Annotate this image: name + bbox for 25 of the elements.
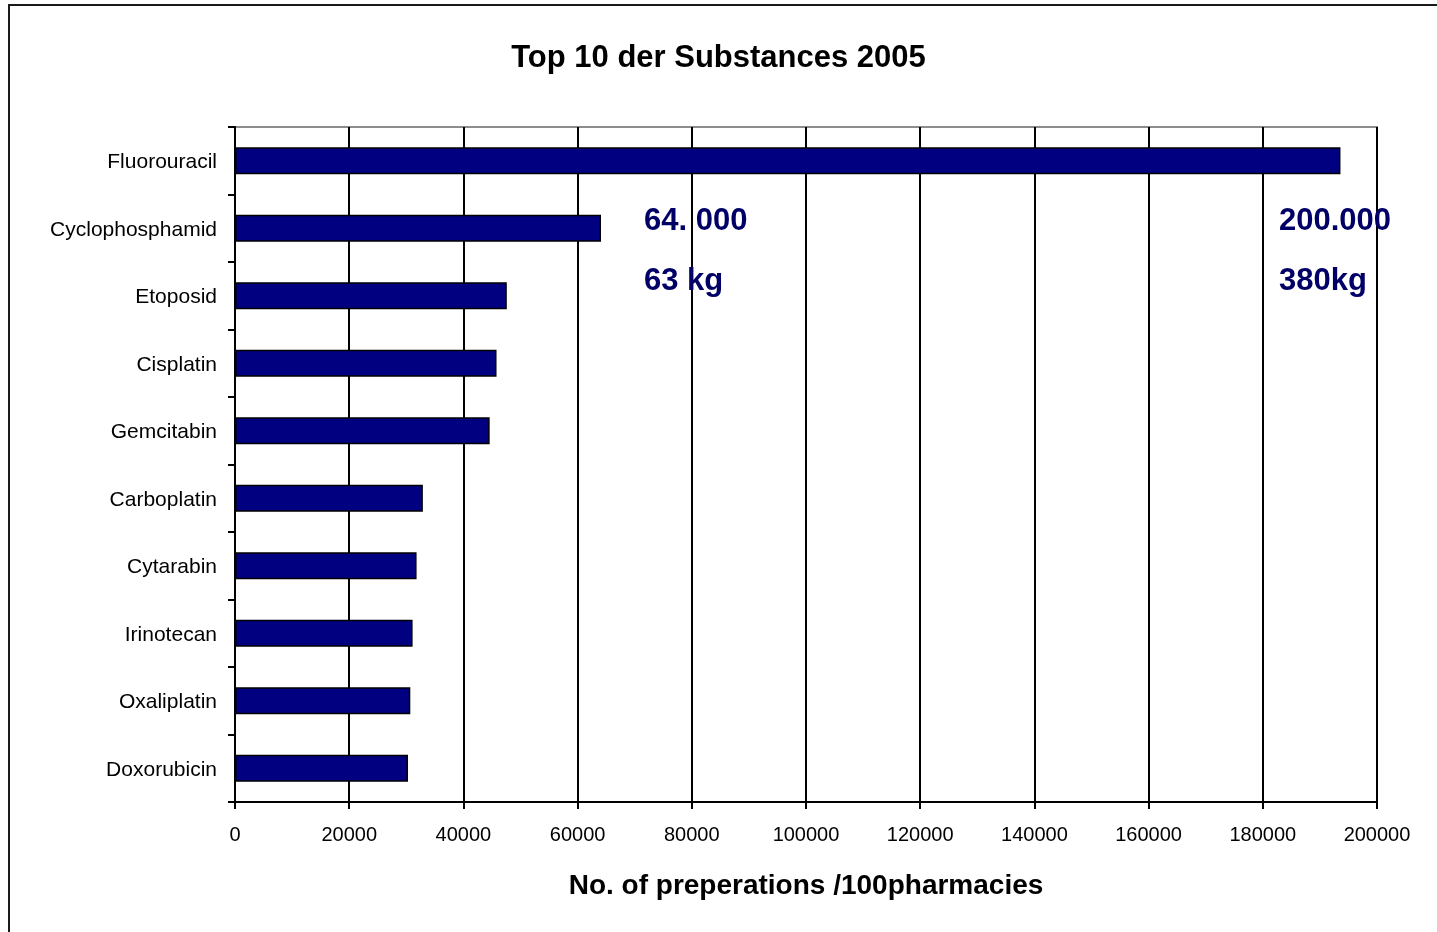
x-tick-label: 200000 [1343, 823, 1411, 845]
x-tick-label: 120000 [886, 823, 954, 845]
y-tick-label: Fluorouracil [107, 149, 217, 173]
y-tick-label: Doxorubicin [106, 756, 217, 780]
chart-title: Top 10 der Substances 2005 [511, 39, 926, 74]
x-tick-label: 60000 [549, 823, 606, 845]
y-tick-label: Cyclophosphamid [50, 216, 217, 240]
x-tick-label: 40000 [435, 823, 492, 845]
x-tick-label: 20000 [321, 823, 378, 845]
x-tick-label: 180000 [1229, 823, 1297, 845]
x-tick-label: 160000 [1115, 823, 1182, 845]
y-tick-label: Cisplatin [136, 351, 217, 375]
y-tick-label: Gemcitabin [110, 419, 217, 443]
x-tick-label: 80000 [663, 823, 720, 845]
x-tick-label: 100000 [772, 823, 840, 845]
y-tick-label: Carboplatin [109, 486, 217, 510]
annotation: 64. 000 [644, 202, 748, 237]
x-axis-title: No. of preperations /100pharmacies [568, 868, 1044, 900]
x-tick-label: 0 [229, 823, 241, 845]
y-tick-label: Oxaliplatin [118, 689, 217, 713]
y-tick-label: Irinotecan [124, 621, 217, 645]
x-tick-label: 140000 [1001, 823, 1068, 845]
y-tick-label: Cytarabin [127, 554, 217, 578]
y-tick-label: Etoposid [135, 284, 217, 308]
annotation: 380kg [1279, 262, 1367, 297]
